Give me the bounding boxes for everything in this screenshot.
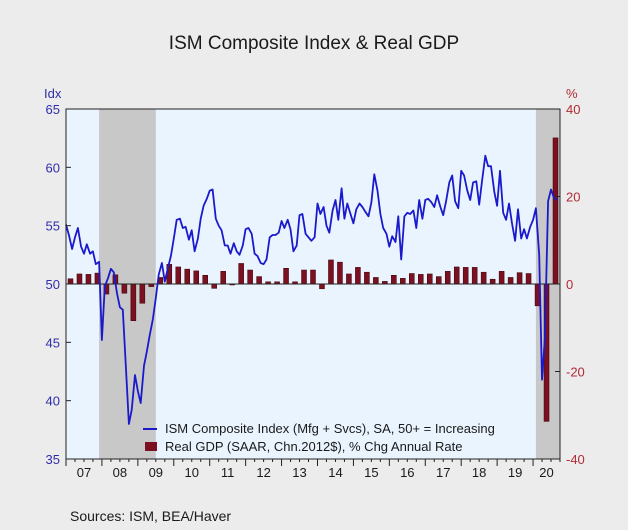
legend-ism-label: ISM Composite Index (Mfg + Svcs), SA, 50… [165, 421, 495, 436]
x-tick-label: 18 [472, 465, 486, 480]
gdp-bar [130, 283, 137, 321]
gdp-bar [211, 283, 217, 289]
gdp-bar [328, 259, 334, 285]
chart-title: ISM Composite Index & Real GDP [168, 33, 460, 54]
gdp-bar [346, 273, 352, 285]
x-tick-label: 08 [113, 465, 127, 480]
gdp-bar [193, 270, 199, 285]
x-tick-label: 17 [436, 465, 450, 480]
gdp-bar [418, 274, 424, 285]
gdp-bar [444, 271, 451, 285]
gdp-bar [480, 271, 487, 285]
gdp-bar [238, 263, 244, 285]
gdp-bar [435, 276, 442, 285]
gdp-bar [409, 273, 415, 285]
right-tick-label: 20 [566, 190, 580, 205]
gdp-bar [507, 277, 514, 285]
gdp-bar [247, 269, 253, 285]
left-tick-label: 35 [46, 452, 60, 467]
gdp-bar [453, 266, 460, 285]
gdp-bar [498, 271, 505, 285]
right-axis-unit: % [566, 86, 578, 101]
left-tick-label: 45 [46, 335, 60, 350]
right-tick-label: -40 [566, 452, 585, 467]
x-tick-label: 11 [221, 465, 235, 480]
x-tick-label: 19 [508, 465, 522, 480]
gdp-bar [67, 278, 74, 285]
left-tick-label: 60 [46, 160, 60, 175]
gdp-bar [471, 267, 478, 285]
right-tick-label: -20 [566, 365, 585, 380]
left-tick-label: 40 [46, 394, 60, 409]
gdp-bar [184, 268, 191, 285]
x-tick-label: 20 [539, 465, 553, 480]
left-tick-label: 50 [46, 277, 60, 292]
ism-line [65, 154, 558, 425]
x-tick-label: 10 [185, 465, 199, 480]
left-tick-label: 65 [46, 102, 60, 117]
legend-gdp-label: Real GDP (SAAR, Chn.2012$), % Chg Annual… [165, 439, 462, 454]
gdp-bar [489, 278, 496, 285]
gdp-bar [85, 274, 92, 285]
gdp-bar [516, 272, 523, 285]
left-axis-unit: Idx [44, 86, 62, 101]
gdp-bar [139, 283, 146, 304]
gdp-bar [202, 275, 208, 285]
gdp-bar [175, 266, 182, 285]
gdp-bar [391, 275, 397, 285]
x-tick-label: 12 [256, 465, 270, 480]
gdp-bar [525, 273, 532, 285]
left-tick-label: 55 [46, 219, 60, 234]
x-axis: 07 08 09 10 11 12 13 14 15 16 17 18 19 20 [65, 459, 561, 480]
gdp-bar [462, 267, 469, 285]
gdp-bar [256, 276, 262, 285]
gdp-bar [121, 283, 128, 294]
legend: ISM Composite Index (Mfg + Svcs), SA, 50… [143, 421, 495, 454]
x-tick-label: 13 [292, 465, 306, 480]
gdp-bar [337, 261, 343, 285]
gdp-bars [67, 137, 559, 422]
x-tick-label: 15 [364, 465, 378, 480]
x-tick-label: 07 [77, 465, 91, 480]
gdp-bar [552, 137, 559, 285]
legend-bar-swatch [145, 442, 157, 451]
right-tick-label: 0 [566, 277, 573, 292]
gdp-bar [283, 268, 289, 285]
gdp-bar [355, 267, 361, 285]
gdp-bar [301, 269, 307, 285]
gdp-bar [319, 283, 325, 290]
right-axis: -40 -20 0 20 40 [555, 102, 585, 467]
gdp-bar [220, 271, 226, 285]
source-note: Sources: ISM, BEA/Haver [70, 508, 232, 524]
gdp-bar [364, 271, 370, 285]
left-axis: 35 40 45 50 55 60 65 [46, 102, 71, 467]
right-tick-label: 40 [566, 102, 580, 117]
gdp-bar [373, 277, 379, 285]
gdp-bar [310, 269, 316, 285]
gdp-bar [76, 273, 83, 285]
x-tick-label: 16 [400, 465, 414, 480]
x-tick-label: 09 [149, 465, 163, 480]
gdp-bar [400, 278, 406, 285]
x-tick-label: 14 [328, 465, 342, 480]
gdp-bar [427, 273, 433, 285]
